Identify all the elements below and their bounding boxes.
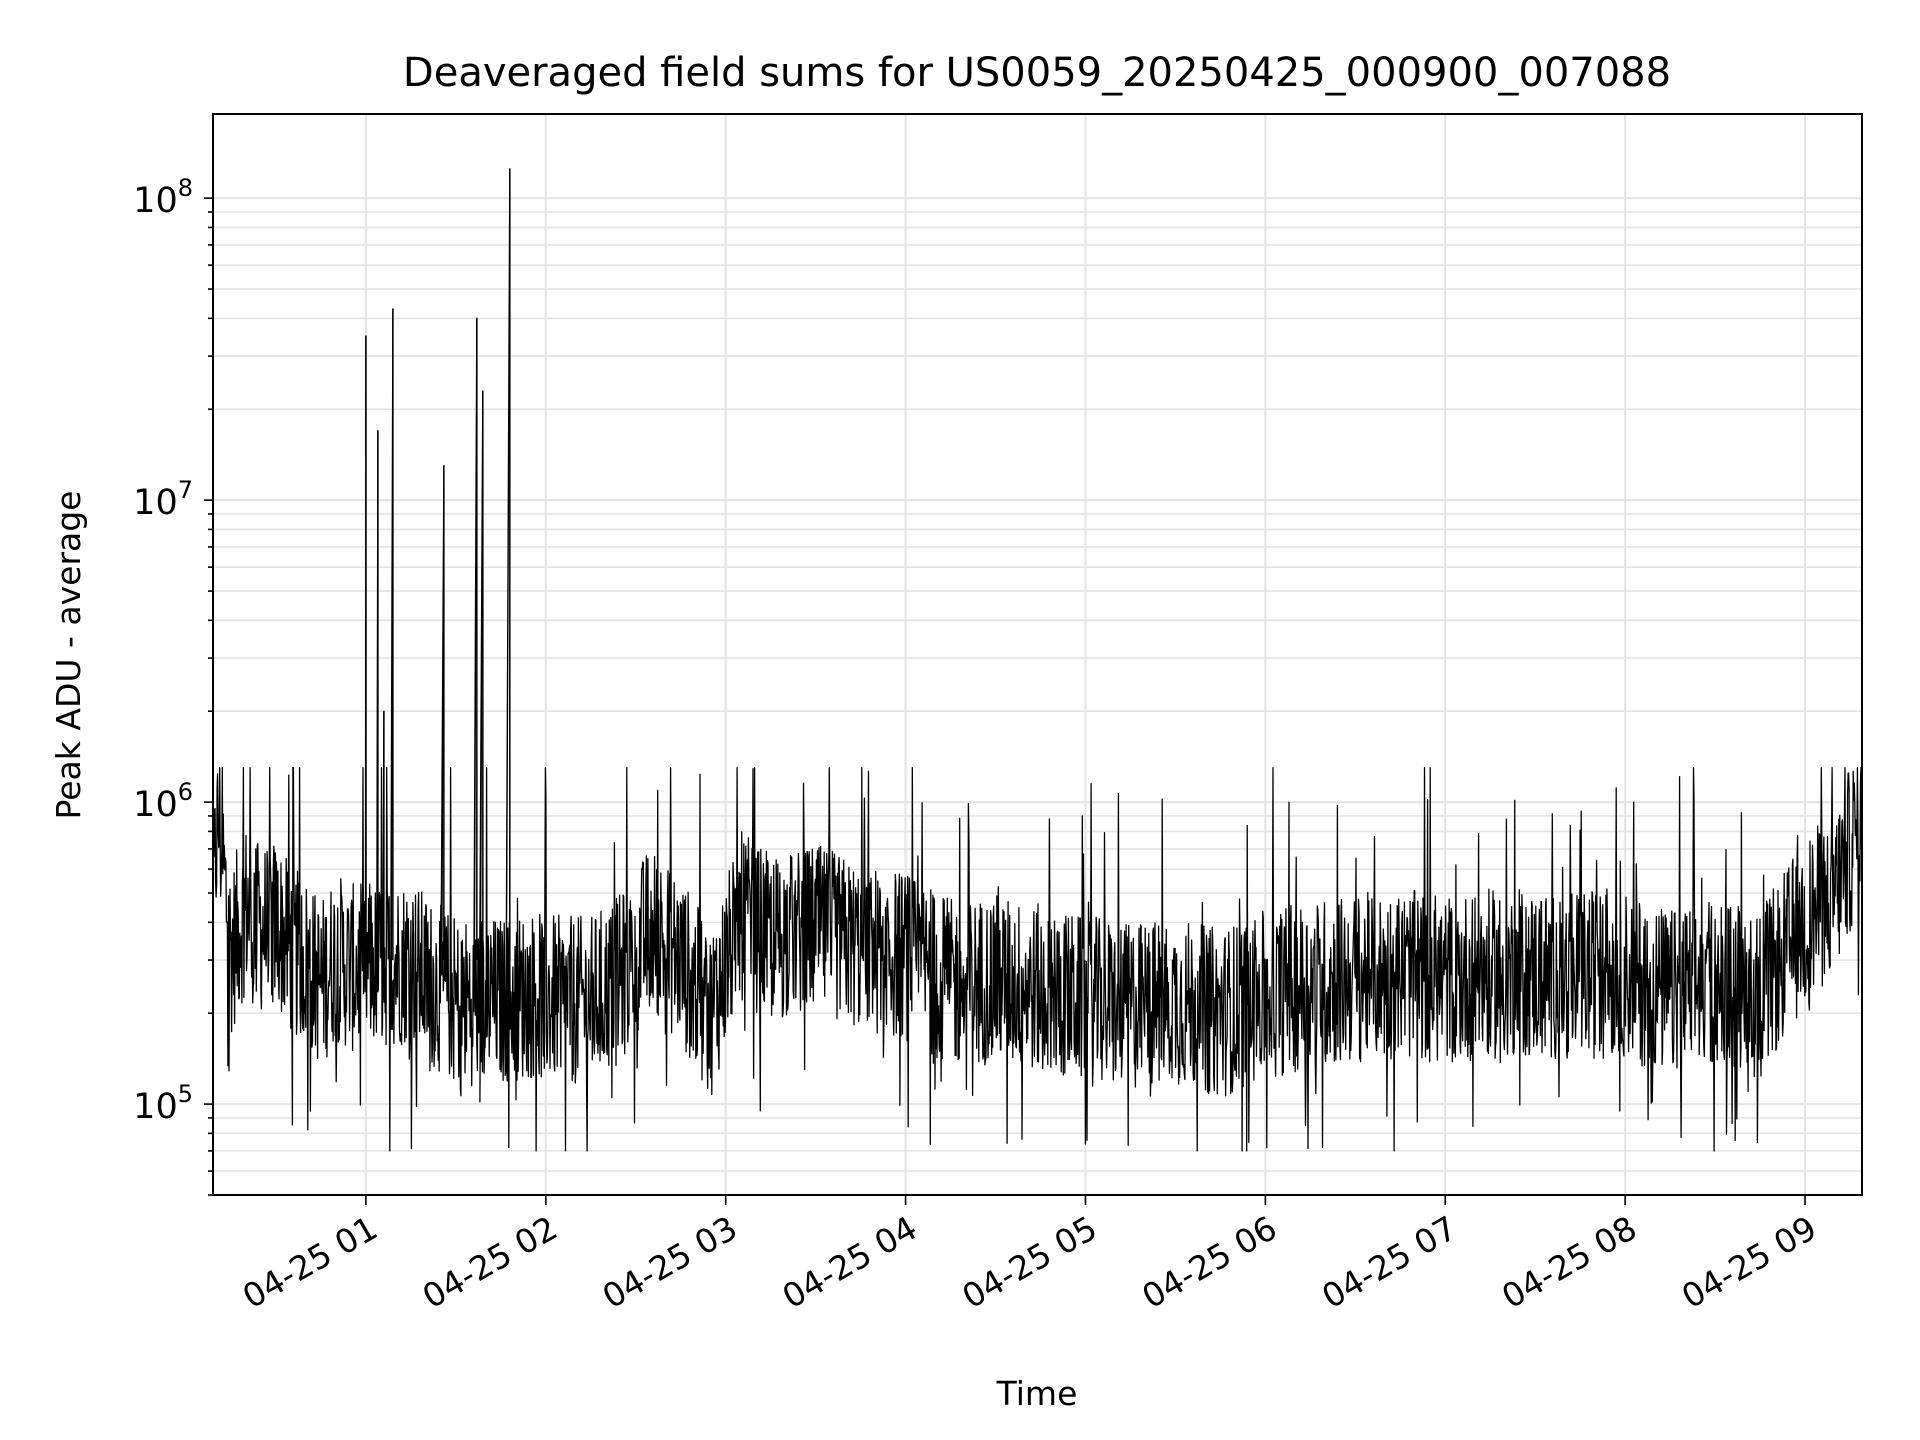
data-area bbox=[212, 168, 1863, 1152]
plot-frame bbox=[212, 113, 1863, 1196]
chart-title: Deaveraged field sums for US0059_2025042… bbox=[403, 50, 1671, 96]
y-tick-label: 106 bbox=[133, 778, 193, 825]
y-axis-label: Peak ADU - average bbox=[49, 491, 88, 820]
x-axis-label: Time bbox=[996, 1374, 1078, 1413]
y-tick-label: 107 bbox=[133, 476, 193, 523]
y-tick-label: 108 bbox=[133, 174, 193, 221]
series-line bbox=[212, 168, 1863, 1152]
y-tick-label: 105 bbox=[133, 1080, 193, 1127]
